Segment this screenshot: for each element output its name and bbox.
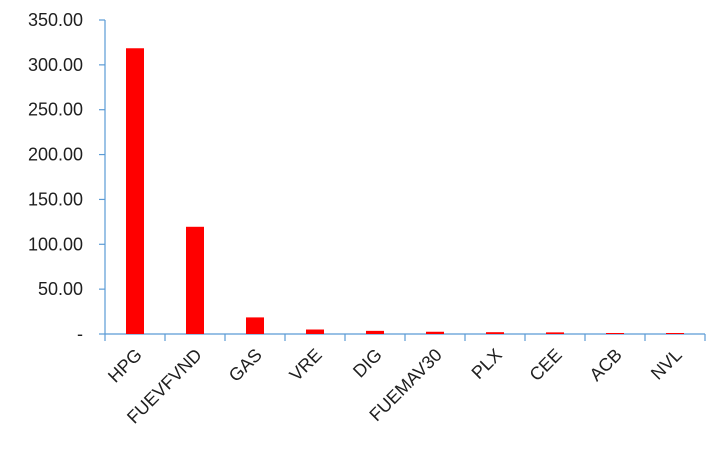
bar-nvl [666,333,684,334]
x-tick-label: ACB [586,345,626,385]
x-tick-label: PLX [468,345,506,383]
y-tick-label: 150.00 [28,189,83,209]
bar-acb [606,333,624,334]
bar-fuemav30 [426,331,444,334]
y-axis: - 50.00 100.00 150.00 200.00 250.00 300.00 350.… [28,10,106,344]
bar-dig [366,330,384,334]
bars [126,48,684,334]
y-tick-label: 350.00 [28,10,83,30]
bar-cee [546,332,564,334]
y-tick-label: - [77,324,83,344]
bar-plx [486,332,504,334]
y-tick-label: 250.00 [28,100,83,120]
x-tick-label: VRE [286,345,326,385]
y-tick-label: 100.00 [28,234,83,254]
x-tick-label: NVL [647,345,686,384]
y-tick-label: 50.00 [38,279,83,299]
bar-vre [306,329,324,334]
y-tick-label: 200.00 [28,145,83,165]
x-tick-label: CEE [526,345,566,385]
x-tick-label: GAS [225,345,266,386]
bar-hpg [126,48,144,334]
bar-gas [246,317,264,334]
y-tick-label: 300.00 [28,55,83,75]
x-tick-label: HPG [104,345,146,387]
x-tick-label: DIG [349,345,386,382]
bar-fuevfvnd [186,226,204,334]
